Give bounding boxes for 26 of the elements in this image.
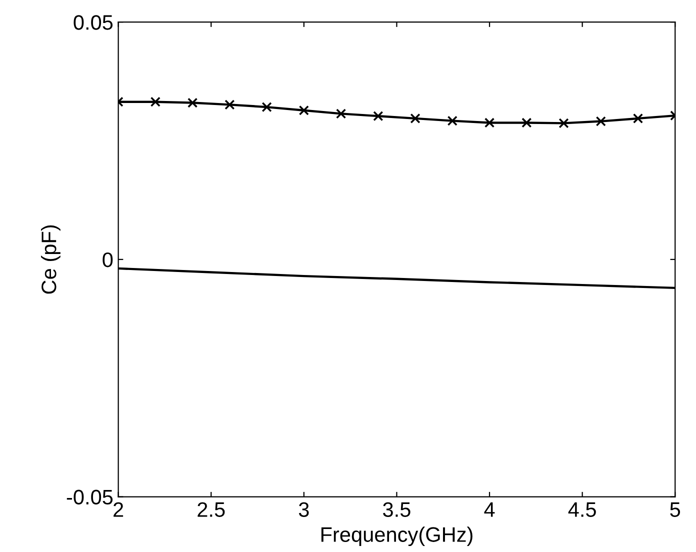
point — [484, 118, 495, 128]
y-tick-label: 0 — [102, 252, 113, 268]
point — [187, 98, 198, 108]
point — [224, 100, 235, 110]
x-tick-label: 3.5 — [383, 502, 410, 517]
point — [596, 116, 606, 126]
y-tick-label: -0.05 — [66, 490, 113, 505]
y-axis-title: Ce (pF) — [41, 225, 60, 294]
point — [373, 111, 384, 122]
x-tick-label: 4.5 — [568, 502, 596, 517]
y-tick-label: 0.05 — [74, 15, 113, 30]
x-tick-label: 4 — [484, 502, 495, 517]
point — [262, 102, 272, 112]
x-tick-label: 5 — [670, 502, 680, 517]
x-tick-label: 2 — [114, 502, 124, 517]
point — [522, 118, 532, 128]
x-tick-label: 3 — [298, 502, 309, 517]
point — [632, 113, 644, 124]
point — [298, 105, 309, 116]
point — [447, 116, 458, 126]
point — [558, 118, 569, 128]
point — [150, 96, 161, 107]
point — [410, 113, 420, 124]
x-axis-title: Frequency(GHz) — [321, 526, 472, 546]
x-tick-label: 2.5 — [198, 502, 225, 517]
point — [336, 108, 346, 119]
